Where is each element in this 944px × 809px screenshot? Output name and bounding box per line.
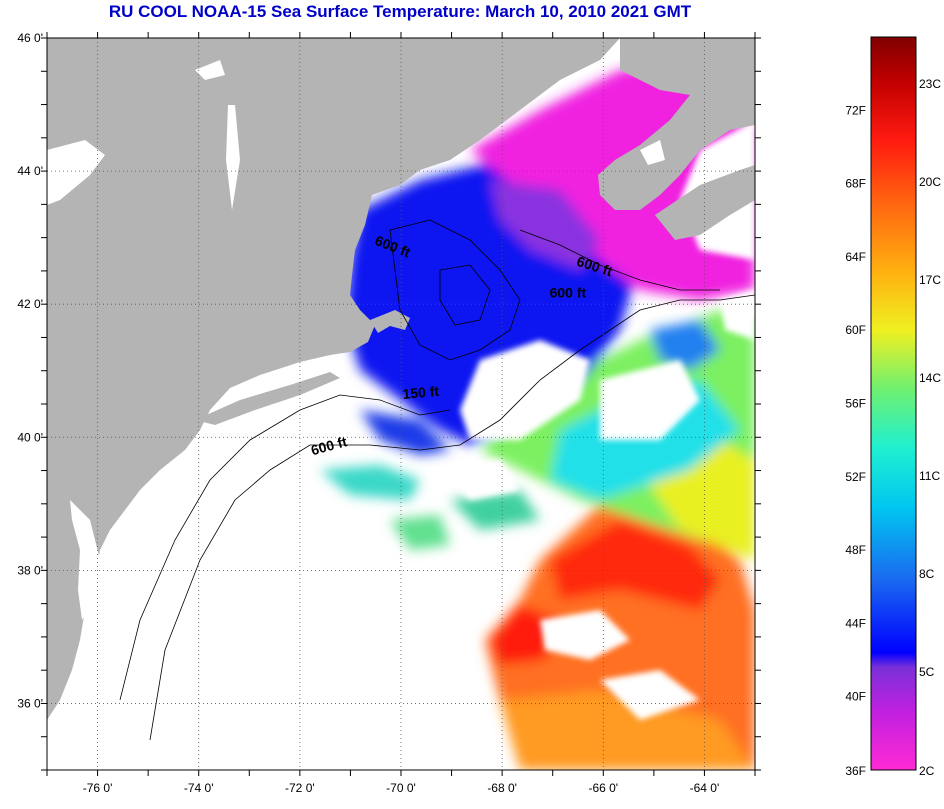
lat-tick-label: 38 0' — [17, 563, 43, 577]
lake-patch — [640, 140, 665, 165]
land-cape-cod — [370, 310, 410, 333]
cloud-patch — [600, 670, 700, 720]
fahrenheit-label: 60F — [845, 323, 866, 337]
axis-labels: -76 0' -74 0' -72 0' -70 0' -68 0' -66 0' -64 … — [17, 31, 719, 795]
contour-gulf-maine-2 — [439, 264, 491, 326]
lon-tick-label: -68 0' — [487, 781, 517, 795]
lon-tick-label: -76 0' — [83, 781, 113, 795]
cloud-patch — [540, 610, 630, 660]
lon-tick-label: -72 0' — [285, 781, 315, 795]
sst-purple-transition — [490, 180, 600, 270]
lat-tick-label: 46 0' — [17, 31, 43, 45]
sst-shelf-patch-3 — [450, 490, 540, 530]
contour-600ft-shelf — [149, 294, 755, 741]
cloud-patch — [720, 290, 755, 340]
celsius-label: 14C — [919, 371, 941, 385]
cloud-patch — [440, 460, 520, 500]
fahrenheit-label: 36F — [845, 764, 866, 778]
fahrenheit-label: 44F — [845, 616, 866, 630]
land-nova-scotia — [655, 165, 755, 240]
fahrenheit-label: 64F — [845, 250, 866, 264]
land-canada — [598, 38, 755, 210]
fahrenheit-label: 52F — [845, 470, 866, 484]
map-title: RU COOL NOAA-15 Sea Surface Temperature:… — [108, 2, 692, 21]
sst-shelf-patch-1 — [320, 465, 420, 500]
fahrenheit-label: 68F — [845, 177, 866, 191]
lon-tick-label: -64 0' — [690, 781, 720, 795]
lat-tick-label: 42 0' — [17, 297, 43, 311]
contour-label: 150 ft — [402, 383, 440, 402]
lat-tick-label: 44 0' — [17, 164, 43, 178]
lon-tick-label: -66 0' — [588, 781, 618, 795]
lon-tick-label: -70 0' — [386, 781, 416, 795]
sst-blue-eddy — [650, 320, 720, 370]
celsius-label: 2C — [919, 764, 935, 778]
fahrenheit-label: 56F — [845, 397, 866, 411]
colorbar-gradient — [870, 36, 917, 771]
contour-label: 600 ft — [550, 285, 587, 301]
cloud-patch — [600, 360, 700, 440]
sst-orange-south — [500, 690, 755, 770]
celsius-label: 5C — [919, 665, 935, 679]
bathymetry-contours — [119, 219, 755, 741]
land-us-mainland — [47, 38, 620, 720]
cloud-patch — [460, 340, 590, 440]
colorbar-labels: 36F 40F 44F 48F 52F 56F 60F 64F 68F 72F 2C 5C 8C 11C 1… — [845, 77, 941, 778]
contour-scotian — [519, 229, 720, 291]
sst-shelf-patch-2 — [390, 515, 450, 550]
lake-champlain — [226, 105, 240, 210]
sst-shelf-blue — [360, 410, 450, 455]
fahrenheit-label: 40F — [845, 690, 866, 704]
fahrenheit-label: 72F — [845, 103, 866, 117]
land-long-island — [195, 372, 340, 425]
chesapeake-bay — [70, 500, 100, 620]
contour-150ft — [119, 394, 451, 701]
lon-tick-label: -74 0' — [184, 781, 214, 795]
contour-gulf-maine-1 — [389, 219, 521, 361]
lat-tick-label: 36 0' — [17, 696, 43, 710]
temperature-colorbar: 36F 40F 44F 48F 52F 56F 60F 64F 68F 72F 2C 5C 8C 11C 1… — [845, 36, 941, 778]
celsius-label: 23C — [919, 77, 941, 91]
sst-hot-core — [550, 520, 720, 610]
lake-ontario — [47, 140, 105, 205]
fahrenheit-label: 48F — [845, 543, 866, 557]
inland-water — [47, 60, 665, 620]
lat-tick-label: 40 0' — [17, 430, 43, 444]
axis-ticks — [41, 32, 761, 776]
celsius-label: 8C — [919, 567, 935, 581]
land — [47, 38, 755, 720]
celsius-label: 11C — [919, 469, 940, 483]
celsius-label: 20C — [919, 175, 941, 189]
lake-patch — [195, 60, 225, 80]
celsius-label: 17C — [919, 273, 941, 287]
